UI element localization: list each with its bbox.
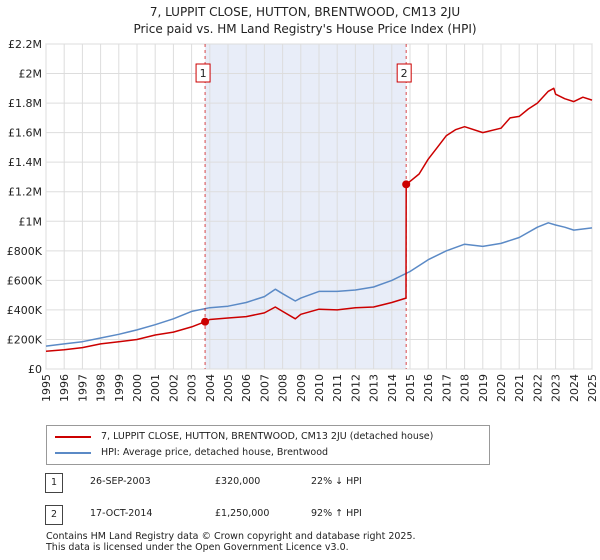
y-tick-label: £400K (7, 304, 43, 317)
transaction-hpi: 22% ↓ HPI (311, 476, 362, 487)
transaction-row: 2 17-OCT-2014 £1,250,000 92% ↑ HPI (45, 505, 465, 525)
property-series-line (45, 87, 593, 353)
x-tick-label: 2005 (222, 374, 235, 402)
x-tick-label: 1995 (40, 374, 53, 402)
transaction-marker: 2 (45, 505, 63, 525)
x-tick-label: 2016 (422, 374, 435, 402)
x-tick-label: 1996 (58, 374, 71, 402)
y-tick-label: £1.4M (8, 156, 42, 169)
legend-swatch-property (55, 436, 91, 438)
sale-marker-box (396, 63, 412, 83)
x-tick-label: 1997 (76, 374, 89, 402)
x-tick-label: 2008 (277, 374, 290, 402)
x-tick-label: 2017 (440, 374, 453, 402)
legend: 7, LUPPIT CLOSE, HUTTON, BRENTWOOD, CM13… (46, 425, 490, 465)
x-tick-label: 2009 (295, 374, 308, 402)
x-tick-label: 2022 (531, 374, 544, 402)
footer: Contains HM Land Registry data © Crown c… (46, 531, 416, 553)
transaction-marker: 1 (45, 473, 63, 493)
x-tick-label: 2019 (477, 374, 490, 402)
x-tick-label: 2015 (404, 374, 417, 402)
x-tick-label: 2020 (495, 374, 508, 402)
series-lines (45, 87, 593, 353)
x-tick-label: 1999 (113, 374, 126, 402)
x-tick-label: 1998 (95, 374, 108, 402)
y-tick-label: £2M (19, 68, 43, 81)
y-tick-label: £1.2M (8, 186, 42, 199)
x-tick-label: 2025 (586, 374, 599, 402)
x-tick-label: 2011 (331, 374, 344, 402)
y-tick-label: £1M (19, 215, 43, 228)
x-tick-label: 2021 (513, 374, 526, 402)
x-tick-label: 2004 (204, 374, 217, 402)
transaction-row: 1 26-SEP-2003 £320,000 22% ↓ HPI (45, 473, 465, 493)
transaction-date: 17-OCT-2014 (90, 508, 153, 519)
footer-copyright: Contains HM Land Registry data © Crown c… (46, 531, 416, 542)
transaction-hpi: 92% ↑ HPI (311, 508, 362, 519)
transaction-price: £320,000 (215, 476, 261, 487)
x-tick-label: 2024 (568, 374, 581, 402)
y-tick-label: £600K (7, 274, 43, 287)
footer-licence: This data is licensed under the Open Gov… (46, 541, 349, 553)
y-tick-label: £1.8M (8, 97, 42, 110)
y-tick-label: £1.6M (8, 127, 42, 140)
y-axis: £0 £200K £400K £600K £800K £1M £1.2M £1.4M £1.6M… (7, 38, 43, 376)
sale-point (201, 317, 210, 326)
x-tick-label: 2013 (368, 374, 381, 402)
x-tick-label: 2010 (313, 374, 326, 402)
y-tick-label: £200K (7, 333, 43, 346)
x-tick-label: 2002 (167, 374, 180, 402)
chart-title: 7, LUPPIT CLOSE, HUTTON, BRENTWOOD, CM13… (150, 5, 460, 19)
x-axis: 1995 1996 1997 1998 1999 2000 2001 2002 2003 2004… (40, 374, 599, 402)
sale-point (402, 180, 411, 189)
legend-swatch-hpi (55, 452, 91, 454)
price-chart: 7, LUPPIT CLOSE, HUTTON, BRENTWOOD, CM13… (7, 5, 599, 402)
x-tick-label: 2003 (186, 374, 199, 402)
sale-marker-label: 2 (401, 67, 408, 80)
transaction-date: 26-SEP-2003 (90, 476, 151, 487)
sale-marker-label: 1 (200, 67, 207, 80)
transaction-price: £1,250,000 (215, 508, 270, 519)
y-tick-label: £2.2M (8, 38, 42, 51)
hpi-series-line (45, 222, 593, 347)
x-tick-label: 2001 (149, 374, 162, 402)
legend-label-property: 7, LUPPIT CLOSE, HUTTON, BRENTWOOD, CM13… (101, 431, 434, 442)
x-tick-label: 2006 (240, 374, 253, 402)
x-tick-label: 2012 (349, 374, 362, 402)
x-tick-label: 2000 (131, 374, 144, 402)
x-tick-label: 2007 (258, 374, 271, 402)
legend-label-hpi: HPI: Average price, detached house, Bren… (101, 447, 329, 458)
x-tick-label: 2023 (550, 374, 563, 402)
sale-marker-box (195, 63, 211, 83)
grid-lines (45, 43, 593, 370)
x-tick-label: 2018 (459, 374, 472, 402)
chart-subtitle: Price paid vs. HM Land Registry's House … (133, 22, 476, 36)
y-tick-label: £800K (7, 245, 43, 258)
ownership-period-shading (205, 44, 407, 369)
x-tick-label: 2014 (386, 374, 399, 402)
y-tick-label: £0 (28, 363, 42, 376)
